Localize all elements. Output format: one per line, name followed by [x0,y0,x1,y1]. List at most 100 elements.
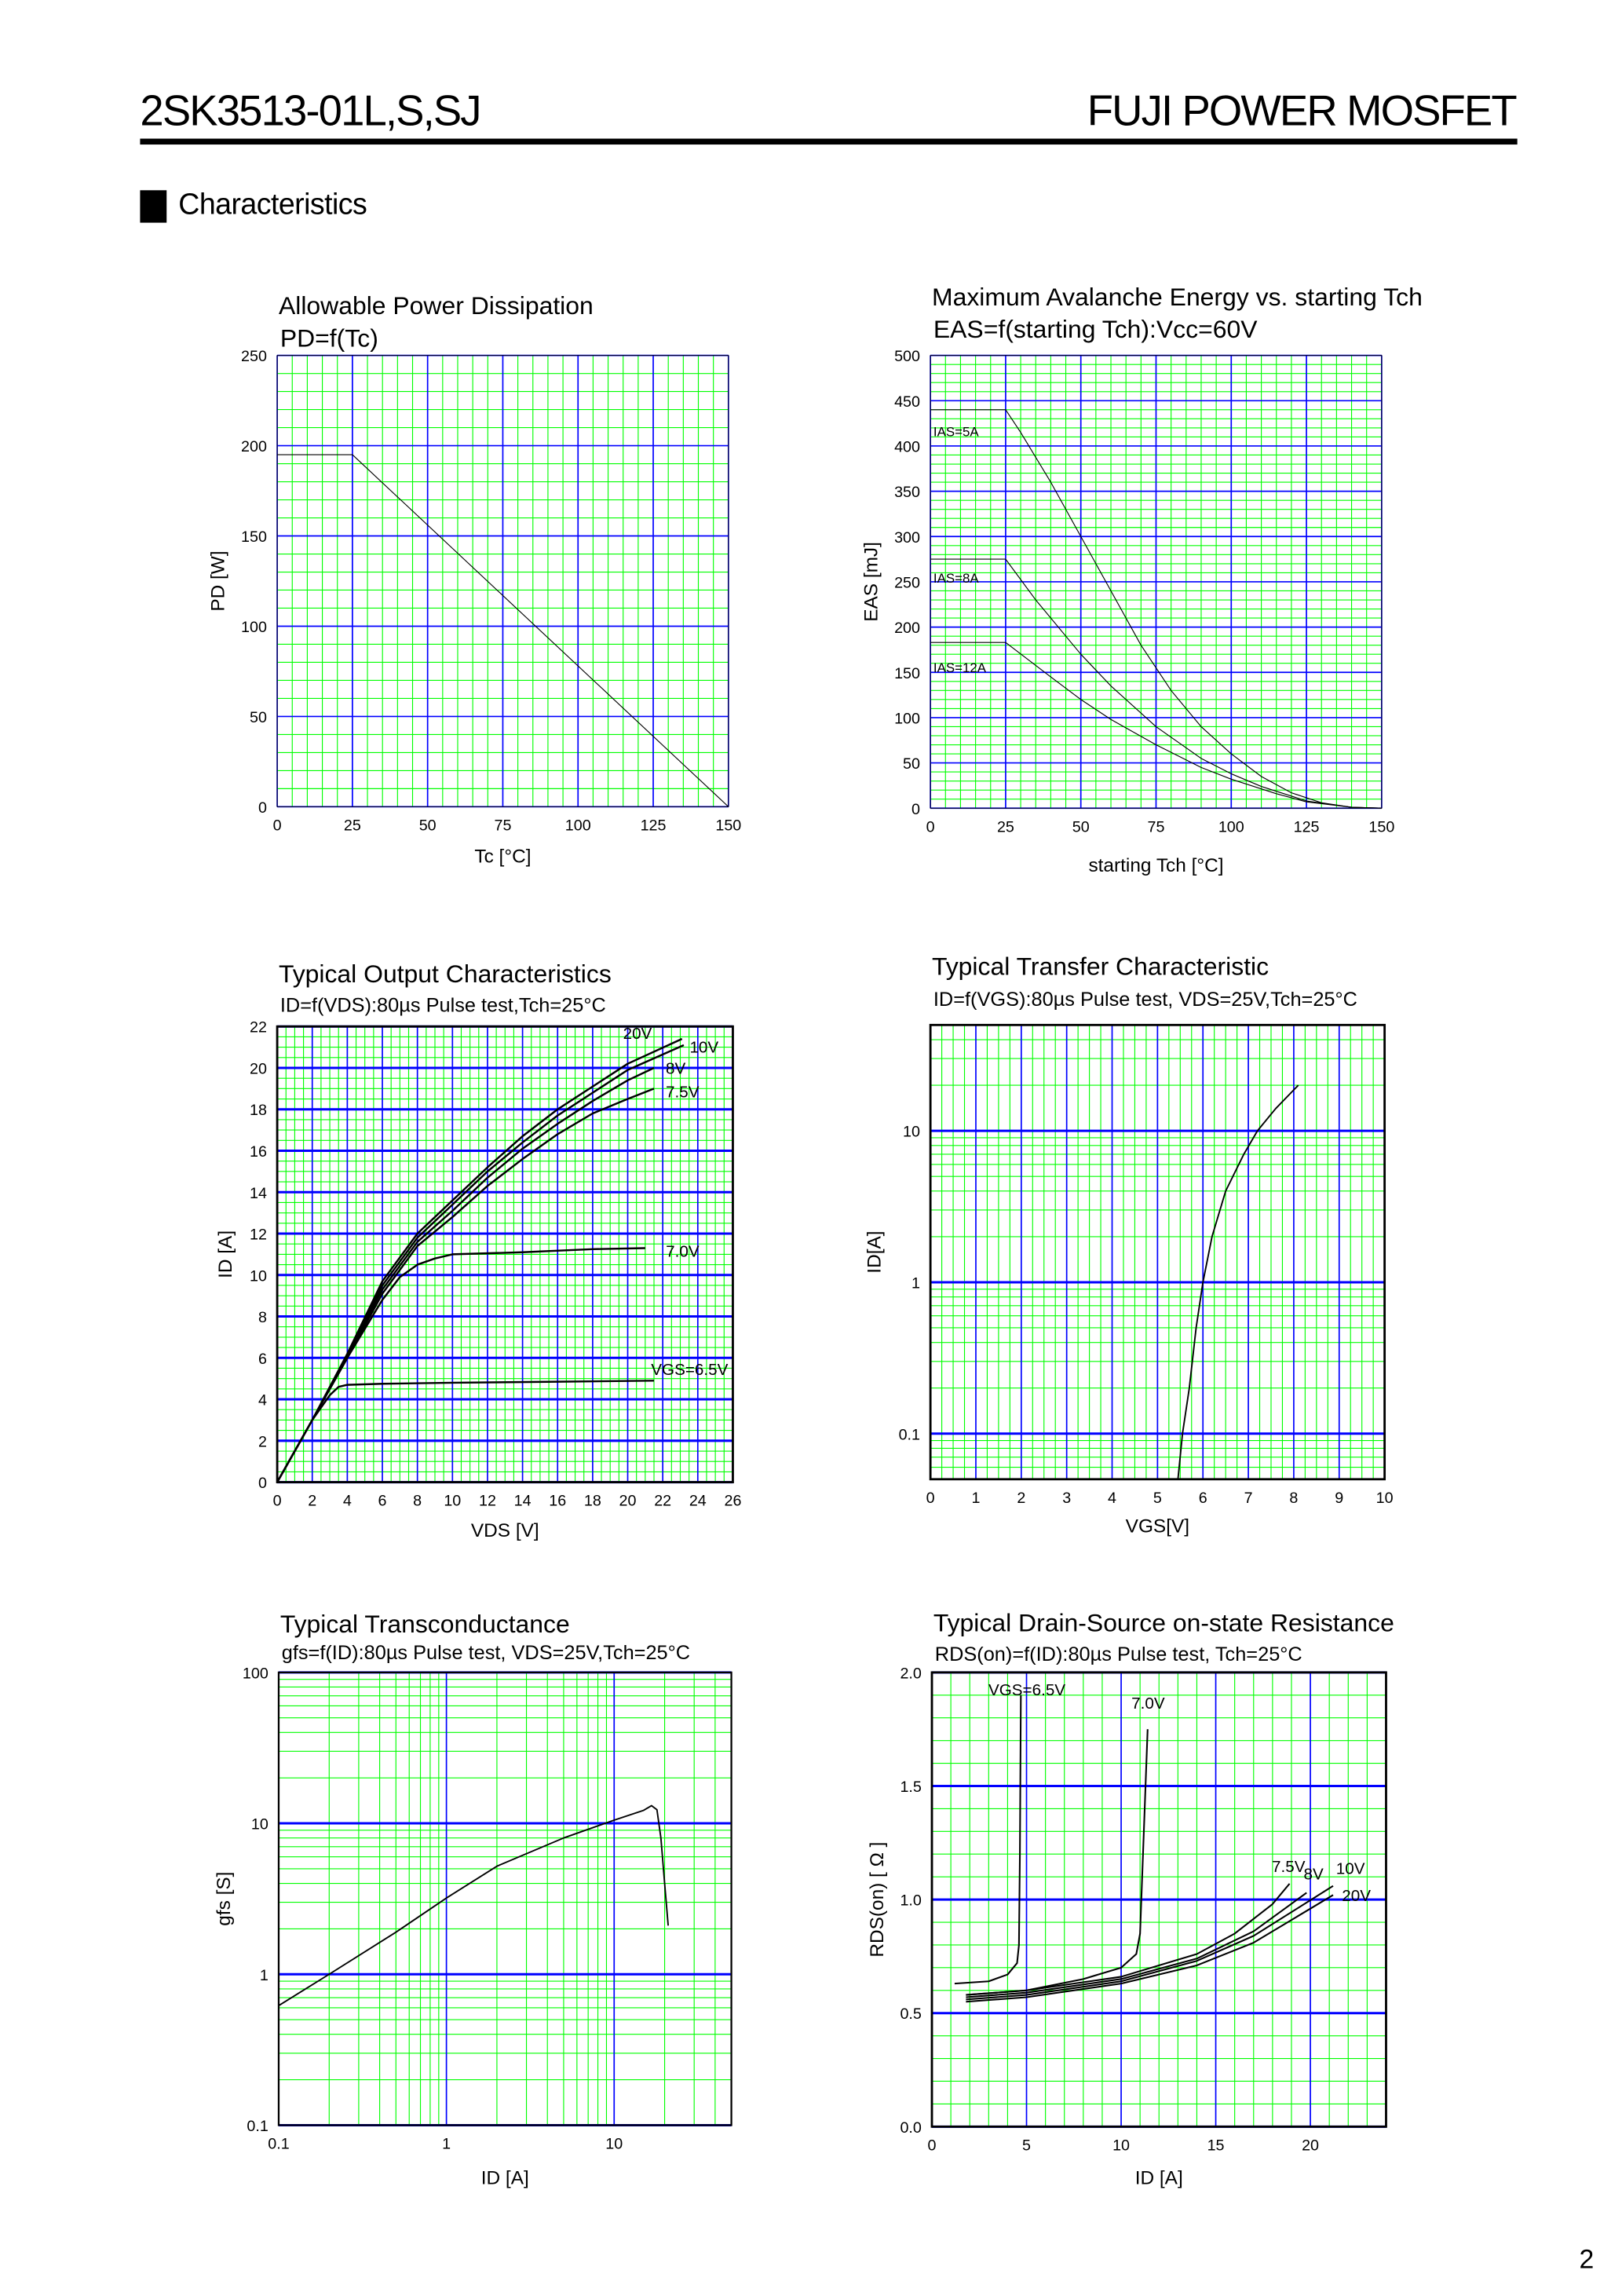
series-label: IAS=5A [933,425,979,440]
x-tick-label: 22 [654,1493,671,1510]
x-tick-label: 5 [1022,2137,1031,2154]
chart-subtitle: RDS(on)=f(ID):80µs Pulse test, Tch=25°C [935,1643,1302,1665]
x-tick-label: 4 [343,1493,352,1510]
series-label: 10V [689,1038,718,1056]
y-tick-label: 12 [250,1227,267,1244]
y-tick-label: 10 [903,1124,920,1141]
chart-title: Allowable Power Dissipation [279,291,594,320]
series-line [1177,1084,1299,1479]
y-tick-label: 0.5 [900,2005,921,2023]
x-tick-label: 18 [584,1493,601,1510]
x-tick-label: 150 [1368,818,1394,835]
chart-subtitle: ID=f(VDS):80µs Pulse test,Tch=25°C [280,994,606,1016]
x-tick-label: 125 [1294,818,1320,835]
y-tick-label: 16 [250,1143,267,1161]
x-tick-label: 100 [1218,818,1244,835]
y-axis-label: EAS [mJ] [861,542,882,622]
series-label: 7.5V [666,1084,700,1102]
x-axis-label: VGS[V] [1126,1515,1189,1537]
chart-4: Typical Transfer Characteristic ID=f(VGS)… [864,952,1393,1537]
plot-frame [930,355,1383,809]
y-tick-label: 22 [250,1019,267,1036]
plot-frame [276,1025,734,1483]
x-tick-label: 2 [1017,1490,1025,1507]
series-line [966,1885,1334,2001]
chart-6: Typical Drain-Source on-state Resistance… [867,1608,1394,2188]
y-axis-label: RDS(on) [ Ω ] [867,1842,888,1958]
chart-5: Typical Transconductance gfs=f(ID):80µs P… [214,1610,732,2189]
x-axis-label: starting Tch [°C] [1088,855,1223,876]
x-tick-label: 1 [971,1490,980,1507]
y-tick-label: 300 [894,529,920,547]
x-tick-label: 3 [1062,1490,1071,1507]
y-tick-label: 500 [894,348,920,365]
y-tick-label: 0 [911,801,920,818]
series-label: 7.5V [1272,1858,1306,1876]
y-tick-label: 8 [258,1309,267,1326]
x-tick-label: 0.1 [268,2136,289,2153]
y-tick-label: 0.0 [900,2119,921,2137]
plot-frame [276,355,729,807]
x-tick-label: 24 [689,1493,707,1510]
series-label: IAS=12A [933,660,987,675]
x-axis-label: Tc [°C] [474,846,531,868]
x-axis-label: ID [A] [1135,2168,1183,2189]
x-tick-label: 26 [724,1493,741,1510]
series-line [278,1804,670,2006]
series-label: VGS=6.5V [651,1361,728,1379]
x-tick-label: 0 [926,818,935,835]
y-tick-label: 150 [894,665,920,682]
y-tick-label: 350 [894,484,920,501]
grid [276,354,729,808]
series-line [277,454,729,807]
y-axis-label: ID[A] [864,1230,885,1273]
y-tick-label: 20 [250,1060,267,1077]
x-tick-label: 8 [413,1493,422,1510]
y-tick-label: 14 [250,1185,267,1202]
x-tick-label: 50 [419,817,437,834]
y-tick-label: 250 [241,348,267,365]
series-label: 10V [1336,1860,1365,1878]
x-tick-label: 0 [273,1493,282,1510]
chart-subtitle: gfs=f(ID):80µs Pulse test, VDS=25V,Tch=2… [282,1642,690,1664]
y-tick-label: 2 [258,1433,267,1450]
chart-title: Typical Output Characteristics [279,960,612,988]
x-tick-label: 10 [1112,2137,1130,2154]
y-tick-label: 150 [241,528,267,546]
y-axis-label: gfs [S] [214,1872,235,1926]
chart-1: Allowable Power Dissipation PD=f(Tc) 0 25 50… [207,291,741,868]
y-tick-label: 4 [258,1392,267,1409]
x-tick-label: 2 [308,1493,316,1510]
chart-title: Typical Drain-Source on-state Resistance [933,1608,1394,1636]
grid [278,1671,732,2126]
series-line [966,1892,1307,1998]
y-axis-label: PD [W] [207,550,228,611]
grid [276,1025,734,1484]
series-label: VGS=6.5V [988,1681,1065,1699]
y-tick-label: 100 [894,710,920,727]
series-line [276,1380,655,1483]
x-tick-label: 100 [565,817,591,834]
x-tick-label: 6 [1199,1490,1207,1507]
plot-frame [930,1671,1387,2128]
y-tick-label: 10 [250,1267,267,1285]
header-rule [140,138,1518,145]
y-tick-label: 1.0 [900,1892,921,1910]
y-tick-label: 250 [894,574,920,591]
series-line [930,642,1382,809]
series-line [930,409,1382,809]
x-tick-label: 125 [641,817,667,834]
y-tick-label: 1.5 [900,1779,921,1796]
series-line [966,1883,1291,1996]
series-line [276,1037,683,1483]
grid [930,354,1383,810]
y-tick-label: 50 [250,709,267,726]
x-tick-label: 10 [605,2136,623,2153]
x-tick-label: 0 [926,1490,935,1507]
series-label: 20V [1342,1887,1371,1905]
chart-subtitle: EAS=f(starting Tch):Vcc=60V [933,315,1258,343]
y-axis-label: ID [A] [215,1230,236,1278]
chart-subtitle: ID=f(VGS):80µs Pulse test, VDS=25V,Tch=2… [933,989,1357,1011]
